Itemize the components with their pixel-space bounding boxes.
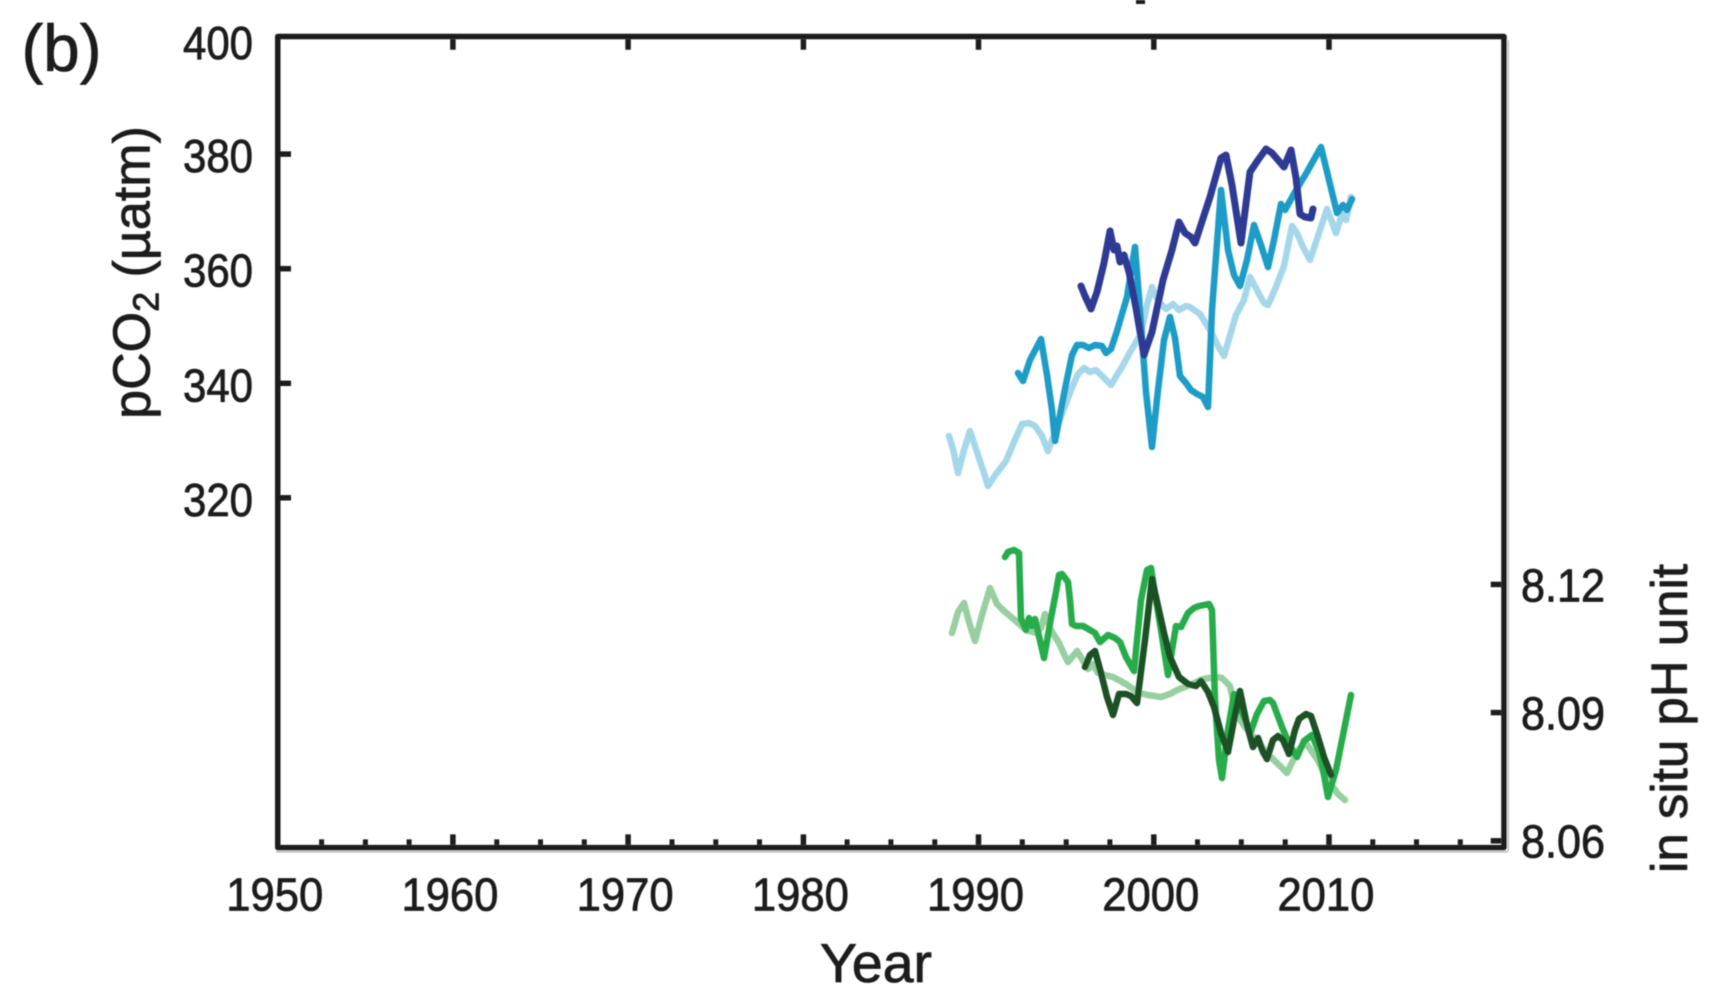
svg-text:2010: 2010	[1277, 869, 1374, 921]
svg-text:8.06: 8.06	[1521, 816, 1605, 868]
svg-text:Year: Year	[820, 932, 932, 994]
svg-text:400: 400	[183, 17, 253, 69]
svg-text:8.12: 8.12	[1521, 559, 1605, 611]
svg-text:1980: 1980	[752, 869, 849, 921]
svg-text:pCO2 (µatm): pCO2 (µatm)	[104, 126, 167, 419]
svg-text:1960: 1960	[401, 869, 498, 921]
svg-text:320: 320	[183, 474, 253, 526]
svg-text:1990: 1990	[927, 869, 1024, 921]
svg-text:1970: 1970	[577, 869, 674, 921]
svg-text:360: 360	[183, 245, 253, 297]
svg-text:1950: 1950	[226, 869, 323, 921]
svg-text:8.09: 8.09	[1521, 688, 1605, 740]
svg-text:(b): (b)	[22, 11, 102, 85]
svg-text:2000: 2000	[1102, 869, 1199, 921]
svg-text:380: 380	[183, 130, 253, 182]
svg-text:in situ pH unit: in situ pH unit	[1641, 564, 1698, 873]
svg-text:340: 340	[183, 359, 253, 411]
